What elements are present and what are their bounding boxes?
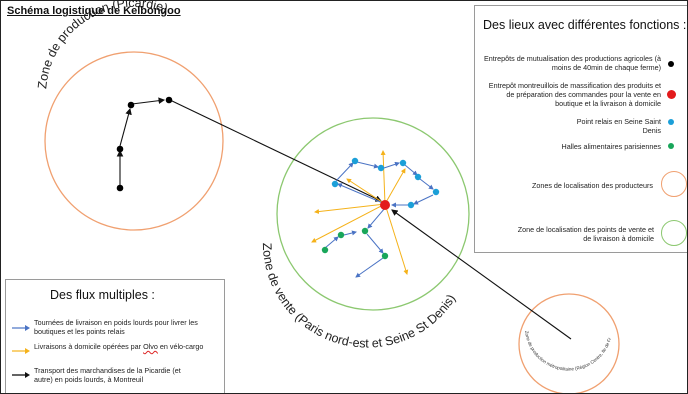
warehouse-node xyxy=(116,184,124,192)
places-legend: Des lieux avec différentes fonctions : E… xyxy=(474,5,687,253)
sale-zone-label: Zone de vente (Paris nord-est et Seine S… xyxy=(260,243,458,351)
diagram-title: Schéma logistique de Kelbongoo xyxy=(7,5,181,17)
market-hall-node xyxy=(361,227,369,235)
relay-point-node xyxy=(432,188,440,196)
legend-dot-green xyxy=(668,143,674,149)
warehouse-nodes xyxy=(116,96,173,192)
transport-arrow-to-montreuil xyxy=(169,99,382,202)
metro-production-zone-circle xyxy=(518,293,620,393)
legend-item-warehouse: Entrepôts de mutualisation des productio… xyxy=(484,54,661,72)
flows-legend: Des flux multiples : Tournées de livrais… xyxy=(5,279,225,393)
legend-item-producer-zones: Zones de localisation des producteurs xyxy=(531,181,653,190)
montreuil-warehouse-node xyxy=(380,200,390,210)
market-hall-node xyxy=(381,252,389,260)
legend-item-transport: Transport des marchandises de la Picardi… xyxy=(34,366,181,384)
sale-zone-circle xyxy=(276,117,470,311)
relay-point-node xyxy=(377,164,385,172)
warehouse-node xyxy=(116,145,124,153)
transport-arrow xyxy=(119,107,132,147)
relay-point-node xyxy=(331,180,339,188)
market-hall-nodes xyxy=(321,227,389,260)
legend-item-sale-zone: Zone de localisation des points de vente… xyxy=(517,225,654,243)
legend-ring-orange xyxy=(661,171,687,197)
legend-item-montreuil: Entrepôt montreuillois de massification … xyxy=(488,81,661,108)
transport-arrow xyxy=(131,97,166,105)
legend-item-truck-tours: Tournées de livraison en poids lourds po… xyxy=(34,318,198,336)
legend-item-halls: Halles alimentaires parisiennes xyxy=(561,142,661,151)
relay-point-node xyxy=(399,159,407,167)
legend-item-relay: Point relais en Seine Saint Denis xyxy=(576,117,661,135)
legend-arrow-blue xyxy=(12,325,30,331)
transport-arrow-from-metro xyxy=(391,209,572,340)
legend-item-home-delivery: Livraisons à domicile opérées par Olvo e… xyxy=(34,342,204,351)
home-delivery-arrows xyxy=(311,150,409,275)
legend-dot-red xyxy=(667,90,676,99)
places-legend-heading: Des lieux avec différentes fonctions : xyxy=(483,18,687,32)
transport-arrows-picardie xyxy=(116,97,572,340)
legend-ring-green xyxy=(661,220,687,246)
legend-arrow-yellow xyxy=(12,348,30,354)
warehouse-node xyxy=(127,101,135,109)
market-hall-node xyxy=(321,246,329,254)
relay-point-node xyxy=(407,201,415,209)
relay-point-nodes xyxy=(331,157,440,209)
market-hall-node xyxy=(337,231,345,239)
truck-tour-arrows xyxy=(324,161,434,278)
relay-point-node xyxy=(414,173,422,181)
warehouse-node xyxy=(165,96,173,104)
relay-point-node xyxy=(351,157,359,165)
production-zone-circle xyxy=(44,51,224,231)
flows-legend-heading: Des flux multiples : xyxy=(50,288,155,302)
legend-dot-black xyxy=(668,61,674,67)
legend-dot-blue xyxy=(668,119,674,125)
legend-arrow-black xyxy=(12,372,30,378)
